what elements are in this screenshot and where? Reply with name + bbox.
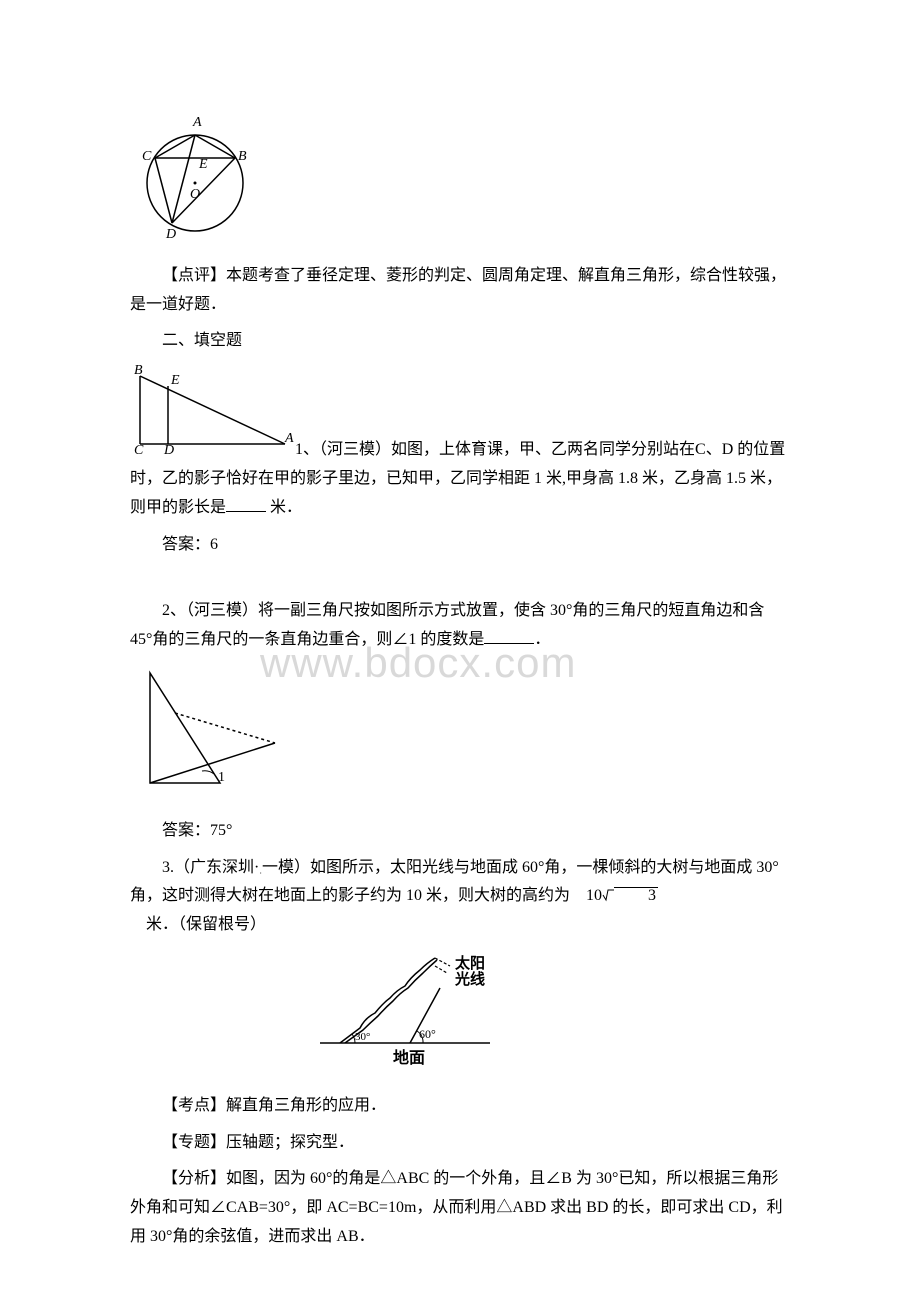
- svg-text:B: B: [238, 149, 247, 164]
- svg-text:30°: 30°: [355, 1031, 370, 1043]
- svg-text:太阳: 太阳: [455, 954, 485, 972]
- q1-text-c: 米．: [266, 499, 302, 516]
- svg-text:C: C: [142, 149, 152, 164]
- figure-tree: 30° 60° 太阳 光线 地面: [30, 948, 790, 1084]
- svg-text:光线: 光线: [454, 970, 485, 988]
- svg-text:B: B: [134, 364, 143, 378]
- paragraph-fenxi: 【分析】如图，因为 60°的角是△ABC 的一个外角，且∠B 为 30°已知，所…: [130, 1165, 790, 1251]
- svg-text:D: D: [165, 227, 176, 242]
- paragraph-zhuanti: 【专题】压轴题；探究型．: [130, 1129, 790, 1158]
- svg-text:1: 1: [218, 770, 225, 785]
- svg-text:E: E: [170, 373, 180, 388]
- section-title: 二、填空题: [130, 327, 790, 356]
- q1-text-a: 1、（河三模）如图，上体育课，甲、乙两名同学分别站在: [295, 441, 695, 458]
- svg-text:A: A: [192, 115, 202, 130]
- paragraph-comment: 【点评】本题考查了垂径定理、菱形的判定、圆周角定理、解直角三角形，综合性较强，是…: [130, 262, 790, 320]
- svg-text:地面: 地面: [393, 1048, 425, 1067]
- svg-text:O: O: [190, 187, 200, 202]
- blank-2: [484, 628, 534, 644]
- svg-text:D: D: [163, 443, 174, 454]
- sqrt-value: 3: [614, 887, 658, 904]
- svg-text:C: C: [134, 443, 144, 454]
- blank-1: [226, 496, 266, 512]
- paragraph-kaodian: 【考点】解直角三角形的应用．: [130, 1092, 790, 1121]
- question-1: B E C D A 1、（河三模）如图，上体育课，甲、乙两名同学分别站在C、D …: [130, 364, 790, 522]
- answer-2: 答案：75°: [130, 817, 790, 846]
- question-3: 3.（广东深圳··一模）如图所示，太阳光线与地面成 60°角，一棵倾斜的大树与地…: [130, 854, 790, 940]
- svg-text:60°: 60°: [419, 1027, 436, 1041]
- answer-1: 答案：6: [130, 531, 790, 560]
- figure-circle: A B C D E O: [130, 108, 790, 254]
- figure-rulers: 1: [130, 663, 790, 809]
- question-2: 2、（河三模）将一副三角尺按如图所示方式放置，使含 30°角的三角尺的短直角边和…: [130, 597, 790, 655]
- svg-text:E: E: [198, 157, 208, 172]
- svg-text:A: A: [284, 431, 294, 446]
